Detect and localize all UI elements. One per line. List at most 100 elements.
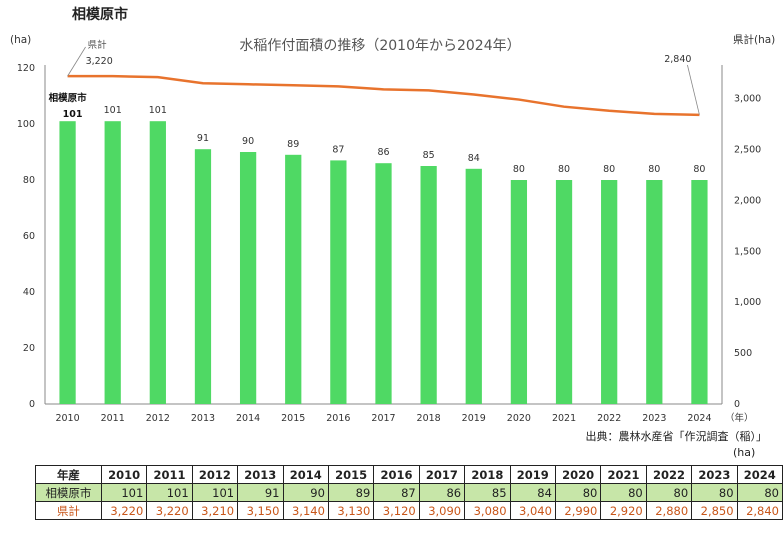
table-cell-total: 3,090 [418, 501, 466, 520]
bar [601, 180, 618, 404]
table-cell-year: 2014 [282, 465, 329, 484]
total-start-label: 3,220 [86, 56, 113, 67]
table-cell-total: 3,120 [373, 501, 420, 520]
table-cell-year: 2012 [191, 465, 239, 484]
table-cell-city: 80 [600, 483, 647, 502]
bar-data-label: 101 [104, 105, 122, 116]
table-cell-year: 2020 [554, 465, 602, 484]
table-cell-year: 2024 [736, 465, 783, 484]
x-tick-label: 2018 [417, 413, 441, 424]
table-cell-city: 101 [100, 483, 148, 502]
bar-data-label: 80 [693, 164, 705, 175]
left-tick-label: 120 [17, 63, 35, 74]
bar [465, 168, 482, 404]
chart: 水稲作付面積の推移（2010年から2024年） (ha) 県計(ha) 0 20 40 60… [10, 33, 775, 424]
table-cell-total: 3,210 [191, 501, 239, 520]
x-tick-label: 2015 [281, 413, 305, 424]
bar-data-label: 86 [377, 147, 389, 158]
left-tick-label: 80 [23, 175, 35, 186]
data-table: 年産 2010 2011 2012 2013 2014 2015 2016 2017 2018 2… [35, 465, 783, 520]
table-cell-total: 2,850 [691, 501, 738, 520]
table-cell-total: 3,150 [237, 501, 284, 520]
total-line [67, 74, 700, 117]
x-tick-label: 2021 [552, 413, 576, 424]
table-cell-year: 2016 [373, 465, 420, 484]
table-cell-year: 2018 [464, 465, 511, 484]
table-total-label: 県計 [35, 501, 102, 520]
table-cell-year: 2021 [600, 465, 647, 484]
bar [239, 152, 257, 404]
right-tick-label: 1,500 [734, 246, 761, 257]
bar [510, 180, 528, 404]
bar-data-label: 84 [468, 153, 480, 164]
table-cell-year: 2019 [509, 465, 556, 484]
table-cell-city: 80 [691, 483, 738, 502]
bar-data-label: 91 [197, 133, 209, 144]
table-cell-total: 3,220 [100, 501, 148, 520]
source-note: 出典：農林水産省「作況調査（稲）」 [585, 430, 768, 443]
x-tick-label: 2020 [507, 413, 531, 424]
table-header-label: 年産 [35, 465, 102, 484]
table-cell-city: 80 [554, 483, 602, 502]
bar [646, 180, 663, 404]
left-tick-label: 0 [29, 399, 35, 410]
x-tick-label: 2013 [191, 413, 215, 424]
bar [555, 180, 573, 404]
table-cell-city: 90 [282, 483, 329, 502]
total-leader-end [687, 64, 700, 115]
table-cell-city: 89 [327, 483, 375, 502]
table-cell-city: 87 [373, 483, 420, 502]
bar [285, 154, 302, 404]
bar [104, 121, 121, 404]
bar-data-label: 85 [423, 150, 435, 161]
table-cell-city: 84 [509, 483, 556, 502]
table-cell-year: 2015 [327, 465, 375, 484]
table-cell-total: 2,840 [736, 501, 783, 520]
table-cell-year: 2017 [418, 465, 466, 484]
right-tick-label: 500 [734, 348, 752, 359]
table-unit: (ha) [733, 446, 756, 459]
x-tick-label: 2023 [642, 413, 666, 424]
total-series-name: 県計 [88, 39, 108, 51]
x-tick-label: 2016 [326, 413, 350, 424]
table-row-city: 相模原市 101 101 101 91 90 89 87 86 85 84 80 80 80 80 80 [35, 483, 783, 502]
table-cell-total: 3,140 [282, 501, 329, 520]
table-city-label: 相模原市 [35, 483, 102, 502]
table-cell-total: 3,220 [146, 501, 193, 520]
x-tick-label: 2024 [687, 413, 711, 424]
right-tick-label: 1,000 [734, 297, 761, 308]
bar-data-label: 80 [558, 164, 570, 175]
x-tick-label: 2011 [101, 413, 125, 424]
x-tick-label: 2014 [236, 413, 260, 424]
left-tick-label: 20 [23, 343, 35, 354]
bar-data-label: 80 [603, 164, 615, 175]
total-end-label: 2,840 [664, 54, 691, 65]
right-tick-label: 3,000 [734, 94, 761, 105]
table-cell-city: 80 [645, 483, 693, 502]
table-cell-year: 2011 [146, 465, 193, 484]
bar [691, 180, 708, 404]
bar-data-label: 90 [242, 136, 254, 147]
bar-series-name: 相模原市 [49, 92, 88, 104]
table-cell-year: 2022 [645, 465, 693, 484]
left-tick-label: 100 [17, 119, 35, 130]
table-cell-city: 101 [191, 483, 239, 502]
bar [330, 160, 347, 404]
table-cell-city: 80 [736, 483, 783, 502]
bar [59, 121, 76, 404]
table-cell-total: 3,080 [464, 501, 511, 520]
table-cell-city: 85 [464, 483, 511, 502]
left-tick-label: 60 [23, 231, 35, 242]
x-tick-label: 2017 [371, 413, 395, 424]
bar-data-label: 80 [513, 164, 525, 175]
table-row-year: 年産 2010 2011 2012 2013 2014 2015 2016 2017 2018 2… [35, 465, 783, 484]
table-cell-city: 101 [146, 483, 193, 502]
left-axis-unit: (ha) [10, 34, 31, 46]
table-cell-total: 3,130 [327, 501, 375, 520]
table-cell-city: 86 [418, 483, 466, 502]
x-tick-label: 2019 [462, 413, 486, 424]
bar-data-label: 101 [63, 109, 83, 120]
left-tick-label: 40 [23, 287, 35, 298]
x-tick-label: 2022 [597, 413, 621, 424]
table-cell-city: 91 [237, 483, 284, 502]
